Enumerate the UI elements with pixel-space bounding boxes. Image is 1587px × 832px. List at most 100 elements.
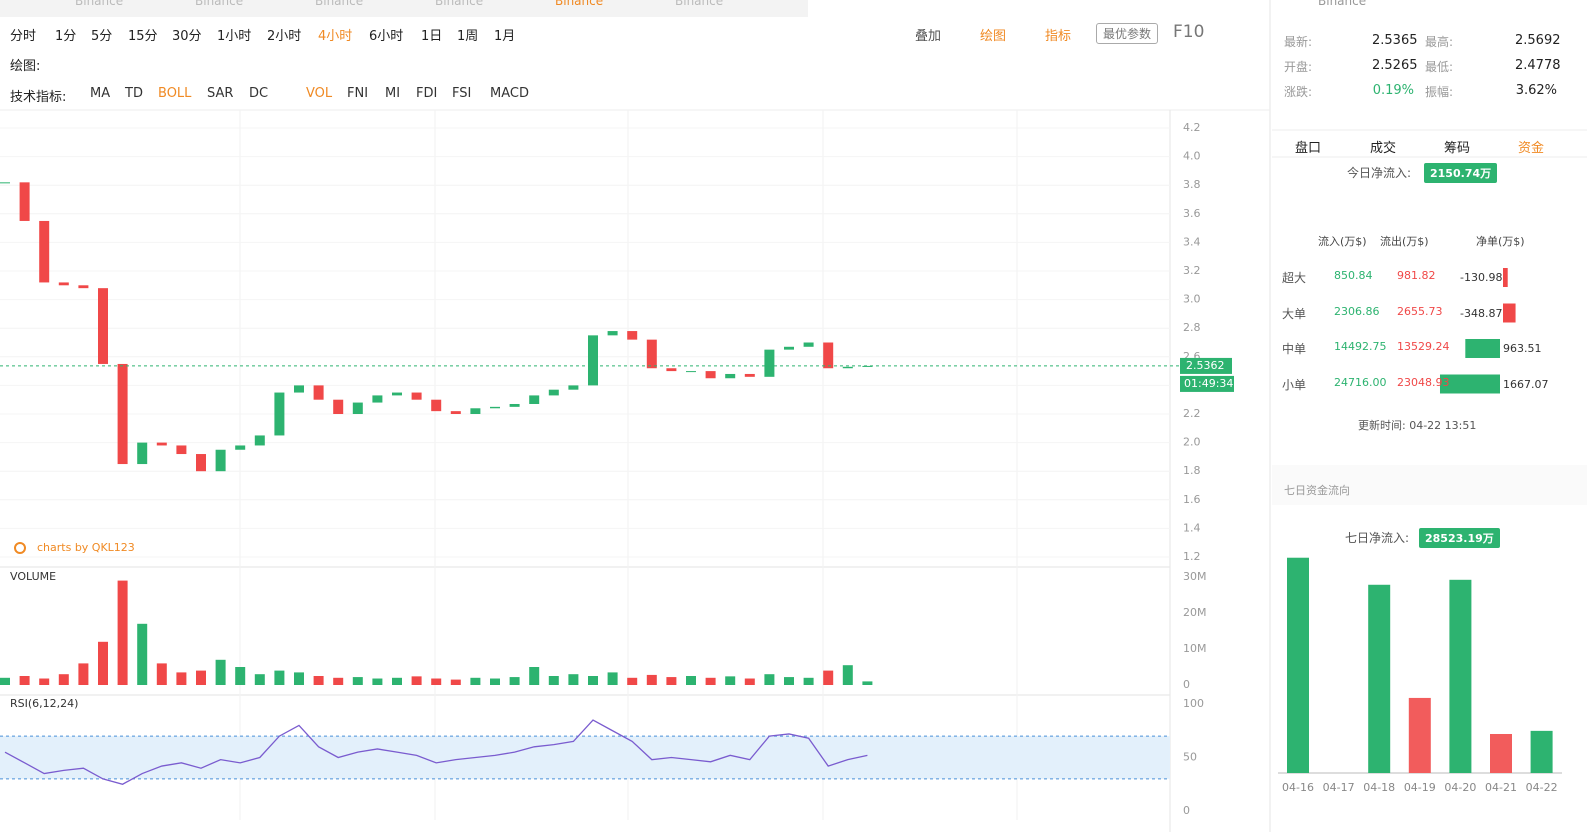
volume-bar <box>862 681 873 685</box>
candle <box>764 349 775 377</box>
indicator-button[interactable]: FSI <box>452 86 472 101</box>
tab[interactable]: Binance <box>315 0 364 8</box>
v-grid <box>239 110 1018 820</box>
countdown-tag <box>1180 375 1234 392</box>
volume-bar <box>470 677 481 685</box>
volume-bar <box>117 580 128 685</box>
period-button[interactable]: 30分 <box>172 29 202 44</box>
y-tick-label: 3.6 <box>1183 207 1201 220</box>
period-button[interactable]: 5分 <box>91 29 113 44</box>
volume-bar <box>646 674 657 685</box>
indicator-button[interactable]: DC <box>249 86 269 101</box>
volume-bar <box>294 672 304 685</box>
countdown: 01:49:34 <box>1184 377 1233 390</box>
outflow: 2655.73 <box>1397 304 1443 318</box>
candle <box>254 435 265 446</box>
volume-bar <box>627 677 638 685</box>
net-value: 963.51 <box>1503 342 1542 355</box>
panel-tab[interactable]: 筹码 <box>1444 141 1471 156</box>
volume-bar <box>137 623 148 685</box>
candle <box>39 220 50 283</box>
period-button[interactable]: 6小时 <box>369 29 404 44</box>
tool-button[interactable]: 叠加 <box>915 29 942 44</box>
indicator-button[interactable]: TD <box>125 86 143 101</box>
panel-tab[interactable]: 盘口 <box>1295 141 1322 156</box>
stat-value: 2.5692 <box>1515 33 1561 48</box>
net-bar <box>1465 339 1500 358</box>
tab[interactable]: Binance <box>435 0 484 8</box>
period-button[interactable]: 1分 <box>55 29 77 44</box>
y-tick-label: 2.8 <box>1183 321 1201 334</box>
y-tick-label: 0 <box>1183 804 1190 817</box>
inflow-value: 2150.74万 <box>1424 163 1498 183</box>
indicator-button[interactable]: MACD <box>490 86 529 101</box>
f10-button[interactable]: F10 <box>1173 22 1205 42</box>
volume-bar <box>58 674 69 685</box>
y-tick-label: 10M <box>1183 642 1207 655</box>
period-button[interactable]: 1月 <box>494 29 516 44</box>
candle <box>607 331 618 336</box>
period-button[interactable]: 1小时 <box>217 29 252 44</box>
indicator-button[interactable]: MA <box>90 86 111 101</box>
period-button[interactable]: 分时 <box>10 29 37 44</box>
panel-tab[interactable]: 资金 <box>1518 141 1545 156</box>
stat-value: 2.5365 <box>1372 33 1418 48</box>
tab[interactable]: Binance <box>675 0 724 8</box>
row-name: 超大 <box>1282 271 1307 285</box>
period-button[interactable]: 1日 <box>421 29 443 44</box>
y-tick-label: 3.2 <box>1183 264 1201 277</box>
outflow: 23048.93 <box>1397 375 1450 389</box>
candle <box>529 395 540 404</box>
candle <box>98 288 108 364</box>
x-tick-label: 04-19 <box>1404 781 1436 794</box>
candle <box>19 182 30 221</box>
volume-bar <box>352 677 363 685</box>
volume-bar <box>78 663 89 685</box>
y-tick-label: 1.8 <box>1183 464 1201 477</box>
tool-button[interactable]: 指标 <box>1045 29 1072 44</box>
volume-bar <box>842 665 853 685</box>
y-tick-label: 3.8 <box>1183 178 1201 191</box>
y-tick-label: 4.2 <box>1183 121 1201 134</box>
best-params-button[interactable]: 最优参数 <box>1096 23 1159 44</box>
candle <box>490 406 500 409</box>
candle <box>58 282 69 286</box>
indicator-button[interactable]: FNI <box>347 86 369 101</box>
stat-value: 2.5265 <box>1372 58 1418 73</box>
volume-bar <box>784 677 794 685</box>
indicator-button[interactable]: BOLL <box>158 86 192 101</box>
tab[interactable]: Binance <box>555 0 604 8</box>
panel-tab[interactable]: 成交 <box>1370 141 1397 156</box>
tool-button[interactable]: 绘图 <box>980 29 1007 44</box>
y-tick-label: 3.4 <box>1183 235 1201 248</box>
y-tick-label: 2.0 <box>1183 436 1201 449</box>
stat-label: 最低: <box>1425 60 1454 74</box>
indicator-button[interactable]: SAR <box>207 86 234 101</box>
tab[interactable]: Binance <box>75 0 124 8</box>
table-header: 净单(万$) <box>1476 235 1525 248</box>
candle <box>509 403 520 407</box>
flow-bar <box>1287 557 1309 773</box>
volume-bar <box>548 676 559 685</box>
candle <box>352 402 363 414</box>
indicator-button[interactable]: FDI <box>416 86 438 101</box>
indicator-button[interactable]: VOL <box>306 86 333 101</box>
indicator-button[interactable]: MI <box>385 86 401 101</box>
volume-bar <box>215 659 226 685</box>
volume-bar <box>823 670 834 685</box>
period-button[interactable]: 1周 <box>457 29 479 44</box>
y-tick-label: 20M <box>1183 606 1207 619</box>
row-name: 中单 <box>1282 342 1307 356</box>
volume-bar <box>156 663 167 685</box>
period-button[interactable]: 2小时 <box>267 29 302 44</box>
period-button[interactable]: 4小时 <box>318 29 353 44</box>
period-button[interactable]: 15分 <box>128 29 158 44</box>
tab[interactable]: Binance <box>195 0 244 8</box>
watermark: charts by QKL123 <box>37 541 135 554</box>
net-bar <box>1439 374 1500 394</box>
volume-bar <box>0 677 10 685</box>
net-bar <box>1503 303 1516 323</box>
inflow-label: 七日净流入: <box>1345 531 1410 545</box>
volume-bar <box>744 678 755 685</box>
inflow: 850.84 <box>1334 269 1373 282</box>
